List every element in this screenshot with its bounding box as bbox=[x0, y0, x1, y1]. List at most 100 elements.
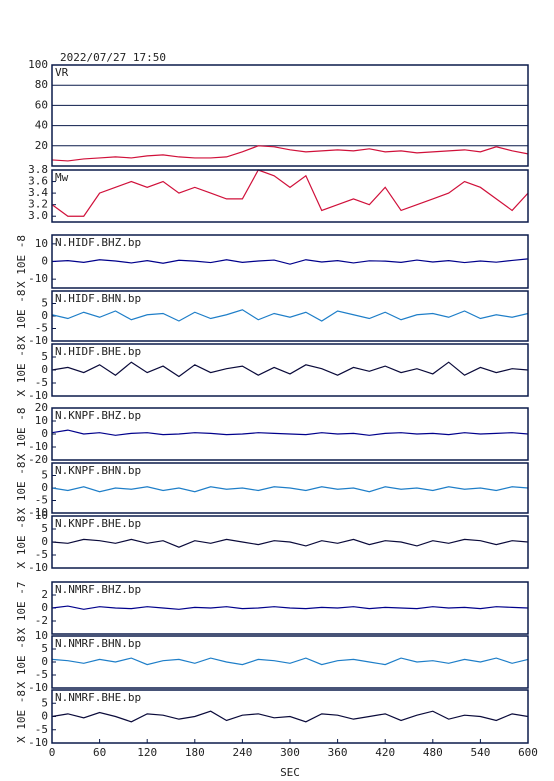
y-axis-label: X 10E -8 bbox=[15, 290, 28, 343]
y-tick-label: 0 bbox=[41, 363, 48, 376]
series-line bbox=[51, 309, 529, 322]
plot-frame bbox=[51, 290, 529, 342]
panel-label: N.NMRF.BHN.bp bbox=[55, 637, 141, 650]
y-tick-label: 0 bbox=[41, 601, 48, 614]
y-tick-label: 40 bbox=[35, 119, 48, 132]
series-line bbox=[51, 429, 529, 436]
x-tick-label: 300 bbox=[280, 746, 300, 759]
y-tick-label: 5 bbox=[41, 696, 48, 709]
x-tick-label: 0 bbox=[49, 746, 56, 759]
y-tick-label: 10 bbox=[35, 237, 48, 250]
y-axis-label: X 10E -8 bbox=[15, 408, 28, 461]
y-tick-label: 3.6 bbox=[28, 175, 48, 188]
y-tick-label: 10 bbox=[35, 629, 48, 642]
y-tick-label: -10 bbox=[28, 561, 48, 574]
y-tick-label: 80 bbox=[35, 78, 48, 91]
y-tick-label: -5 bbox=[35, 723, 48, 736]
panel-label: Mw bbox=[55, 171, 69, 184]
y-tick-label: -5 bbox=[35, 494, 48, 507]
x-tick-label: 600 bbox=[518, 746, 538, 759]
plot-frame bbox=[51, 343, 529, 397]
x-axis-label: SEC bbox=[280, 766, 300, 779]
y-tick-label: 5 bbox=[41, 642, 48, 655]
panel-label: N.NMRF.BHE.bp bbox=[55, 691, 141, 704]
plot-frame bbox=[51, 462, 529, 514]
y-tick-label: 10 bbox=[35, 509, 48, 522]
y-tick-label: 0 bbox=[41, 427, 48, 440]
plot-frame bbox=[51, 635, 529, 689]
y-tick-label: -5 bbox=[35, 376, 48, 389]
y-axis-label: X 10E -8 bbox=[15, 462, 28, 515]
y-tick-label: -10 bbox=[28, 334, 48, 347]
x-tick-label: 240 bbox=[232, 746, 252, 759]
y-axis-label: X 10E -8 bbox=[15, 235, 28, 288]
series-line bbox=[51, 710, 529, 723]
series-line bbox=[51, 145, 529, 162]
y-tick-label: 5 bbox=[41, 522, 48, 535]
x-tick-label: 540 bbox=[470, 746, 490, 759]
x-tick-label: 120 bbox=[137, 746, 157, 759]
y-tick-label: 3.8 bbox=[28, 163, 48, 176]
y-tick-label: -5 bbox=[35, 548, 48, 561]
plot-frame bbox=[51, 581, 529, 635]
y-tick-label: 0 bbox=[41, 481, 48, 494]
series-line bbox=[51, 258, 529, 265]
series-line bbox=[51, 169, 529, 217]
panel-label: N.KNPF.BHZ.bp bbox=[55, 409, 141, 422]
plot-frame bbox=[51, 234, 529, 289]
series-line bbox=[51, 538, 529, 548]
panel-label: N.HIDF.BHN.bp bbox=[55, 292, 141, 305]
y-tick-label: 60 bbox=[35, 98, 48, 111]
y-tick-label: -10 bbox=[28, 681, 48, 694]
y-tick-label: -20 bbox=[28, 453, 48, 466]
x-tick-label: 360 bbox=[328, 746, 348, 759]
y-tick-label: -2 bbox=[35, 614, 48, 627]
y-tick-label: 3.0 bbox=[28, 209, 48, 222]
x-tick-label: 180 bbox=[185, 746, 205, 759]
series-line bbox=[51, 657, 529, 666]
panel-label: N.NMRF.BHZ.bp bbox=[55, 583, 141, 596]
panel-label: N.HIDF.BHE.bp bbox=[55, 345, 141, 358]
y-tick-label: -10 bbox=[28, 272, 48, 285]
y-tick-label: 5 bbox=[41, 297, 48, 310]
y-tick-label: 100 bbox=[28, 58, 48, 71]
x-tick-label: 480 bbox=[423, 746, 443, 759]
panel-label: N.KNPF.BHN.bp bbox=[55, 464, 141, 477]
series-line bbox=[51, 486, 529, 493]
plot-frame bbox=[51, 64, 529, 167]
y-axis-label: X 10E -8 bbox=[15, 636, 28, 689]
panel-label: VR bbox=[55, 66, 69, 79]
series-line bbox=[51, 361, 529, 378]
y-tick-label: 0 bbox=[41, 710, 48, 723]
y-tick-label: -5 bbox=[35, 322, 48, 335]
y-tick-label: 5 bbox=[41, 469, 48, 482]
y-tick-label: 3.2 bbox=[28, 198, 48, 211]
y-tick-label: 10 bbox=[35, 414, 48, 427]
y-tick-label: 0 bbox=[41, 535, 48, 548]
panel-label: N.HIDF.BHZ.bp bbox=[55, 236, 141, 249]
x-tick-label: 420 bbox=[375, 746, 395, 759]
plot-frame bbox=[51, 169, 529, 223]
y-tick-label: -10 bbox=[28, 506, 48, 519]
plot-frame bbox=[51, 515, 529, 569]
panel-label: N.KNPF.BHE.bp bbox=[55, 517, 141, 530]
y-axis-label: X 10E -8 bbox=[15, 516, 28, 569]
y-tick-label: 20 bbox=[35, 139, 48, 152]
series-line bbox=[51, 605, 529, 610]
y-tick-label: 2 bbox=[41, 588, 48, 601]
chart-title: 2022/07/27 17:50 bbox=[60, 51, 166, 64]
y-tick-label: -5 bbox=[35, 668, 48, 681]
y-tick-label: 3.4 bbox=[28, 186, 48, 199]
y-axis-label: X 10E -8 bbox=[15, 690, 28, 743]
y-tick-label: 5 bbox=[41, 350, 48, 363]
y-tick-label: 0 bbox=[41, 255, 48, 268]
y-axis-label: X 10E -8 bbox=[15, 344, 28, 397]
y-tick-label: -10 bbox=[28, 389, 48, 402]
y-tick-label: -10 bbox=[28, 736, 48, 749]
x-tick-label: 60 bbox=[93, 746, 106, 759]
y-tick-label: 0 bbox=[41, 655, 48, 668]
y-tick-label: 20 bbox=[35, 401, 48, 414]
plot-frame bbox=[51, 407, 529, 461]
y-axis-label: X 10E -7 bbox=[15, 582, 28, 635]
